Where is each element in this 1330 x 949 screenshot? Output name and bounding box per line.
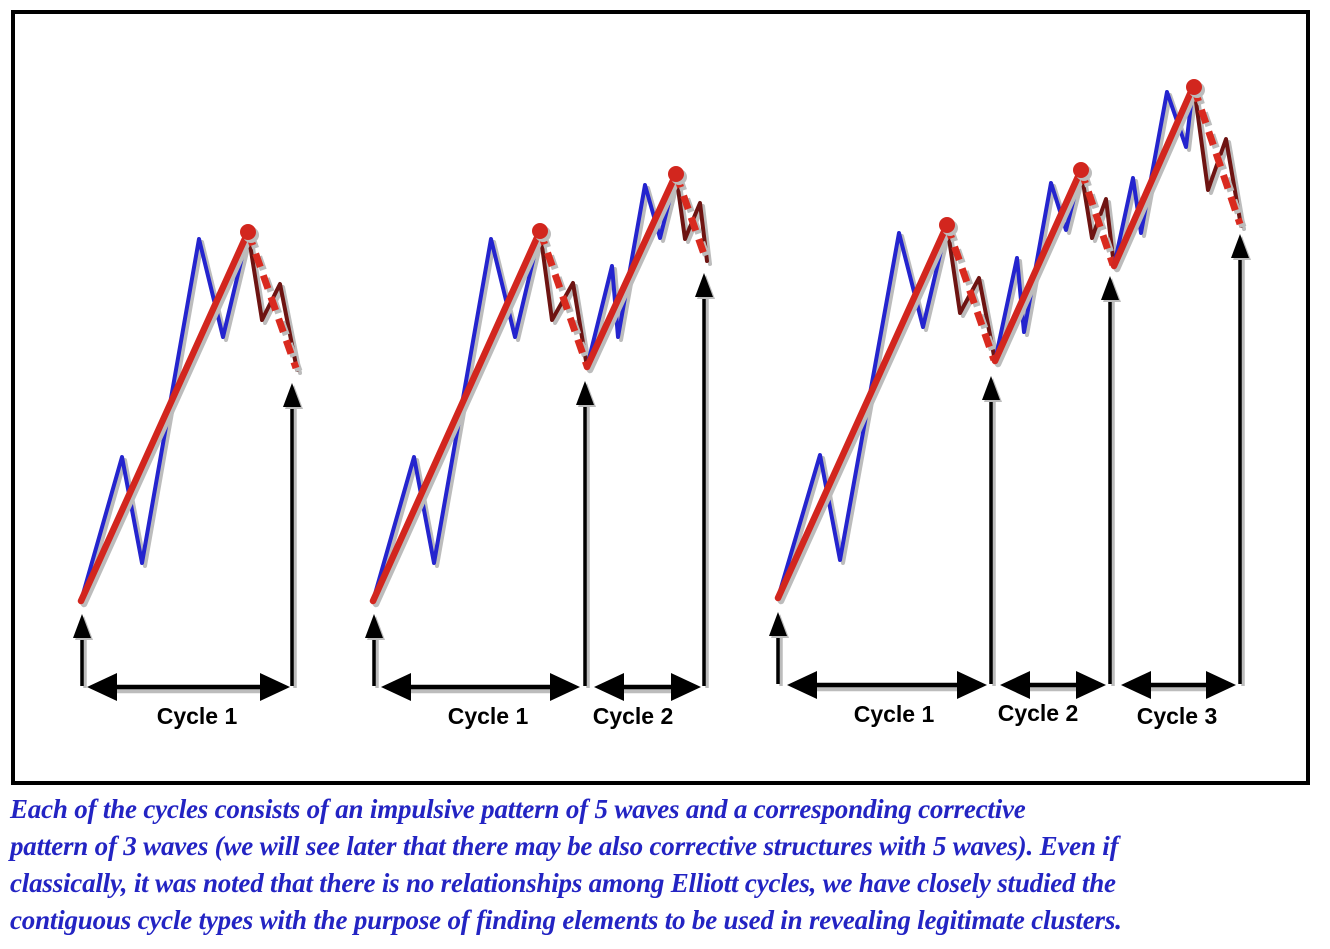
corrective-dashed-line	[1077, 168, 1117, 267]
impulse-wave-line	[993, 168, 1083, 363]
trend-line-shadow	[586, 173, 683, 374]
cycle-3: Cycle 3	[1110, 79, 1251, 729]
cycle-label: Cycle 2	[593, 703, 674, 729]
cycles-diagram: Cycle 1 Cycle 1 Cycle 2 Cycle 1 Cycle 2 Cycle…	[11, 10, 1310, 785]
caption-text: Each of the cycles consists of an impuls…	[10, 791, 1326, 939]
cycle-duration-arrow	[381, 673, 580, 701]
peak-dot	[532, 223, 548, 239]
elliott-wave-cycles-figure: Cycle 1 Cycle 1 Cycle 2 Cycle 1 Cycle 2 Cycle…	[11, 10, 1310, 785]
cycle-2: Cycle 2	[991, 162, 1121, 726]
panel-two-cycles: Cycle 1 Cycle 2	[365, 166, 715, 729]
cycle-label: Cycle 1	[448, 703, 529, 729]
cycle-label: Cycle 3	[1137, 703, 1218, 729]
trend-line-shadow	[994, 169, 1088, 368]
peak-dot	[1186, 79, 1202, 95]
caption-line-2: pattern of 3 waves (we will see later th…	[10, 831, 1119, 861]
cycle-end-up-arrow	[576, 381, 596, 688]
panel-one-cycle: Cycle 1	[73, 224, 303, 729]
cycle-start-up-arrow	[769, 612, 789, 686]
cycle-label: Cycle 2	[998, 700, 1079, 726]
corrective-dashed-line	[672, 172, 710, 262]
cycle-end-up-arrow	[283, 383, 303, 688]
cycle-end-up-arrow	[982, 376, 1002, 686]
cycle-duration-arrow	[1000, 671, 1106, 699]
trend-line-shadow	[372, 230, 547, 608]
peak-dot	[1073, 162, 1089, 178]
corrective-dashed-line	[943, 223, 998, 362]
cycle-duration-arrow	[787, 671, 987, 699]
corrective-dashed-line	[1190, 86, 1244, 226]
cycle-2: Cycle 2	[583, 166, 715, 729]
trend-line	[369, 227, 544, 605]
caption-line-1: Each of the cycles consists of an impuls…	[10, 794, 1026, 824]
impulse-wave-line	[585, 172, 678, 369]
peak-dot	[939, 217, 955, 233]
peak-dot	[668, 166, 684, 182]
trend-line-shadow	[1113, 86, 1200, 273]
trend-line	[77, 228, 252, 605]
trend-line	[774, 221, 951, 602]
caption-line-4: contiguous cycle types with the purpose …	[10, 905, 1122, 935]
cycle-1: Cycle 1	[774, 217, 1002, 727]
cycle-duration-arrow	[594, 673, 701, 701]
cycle-duration-arrow	[87, 673, 290, 701]
cycle-1: Cycle 1	[369, 223, 596, 729]
figure-border	[11, 10, 1310, 785]
cycle-duration-arrow	[1121, 671, 1236, 699]
panel-three-cycles: Cycle 1 Cycle 2 Cycle 3	[769, 79, 1251, 729]
trend-line	[1110, 83, 1197, 270]
peak-dot	[240, 224, 256, 240]
trend-line-shadow	[80, 231, 255, 608]
corrective-dashed-line	[536, 229, 591, 368]
trend-line	[583, 170, 680, 371]
trend-line	[991, 166, 1085, 365]
caption-line-3: classically, it was noted that there is …	[10, 868, 1116, 898]
cycle-end-up-arrow	[695, 273, 715, 688]
cycle-end-up-arrow	[1231, 234, 1251, 686]
cycle-label: Cycle 1	[854, 701, 935, 727]
cycle-start-up-arrow	[73, 614, 93, 688]
cycle-1: Cycle 1	[77, 224, 303, 729]
cycle-start-up-arrow	[365, 614, 385, 688]
trend-line-shadow	[777, 224, 954, 605]
cycle-label: Cycle 1	[157, 703, 238, 729]
impulse-wave-line	[1112, 85, 1195, 268]
corrective-dashed-line	[244, 230, 300, 370]
cycle-end-up-arrow	[1101, 276, 1121, 686]
